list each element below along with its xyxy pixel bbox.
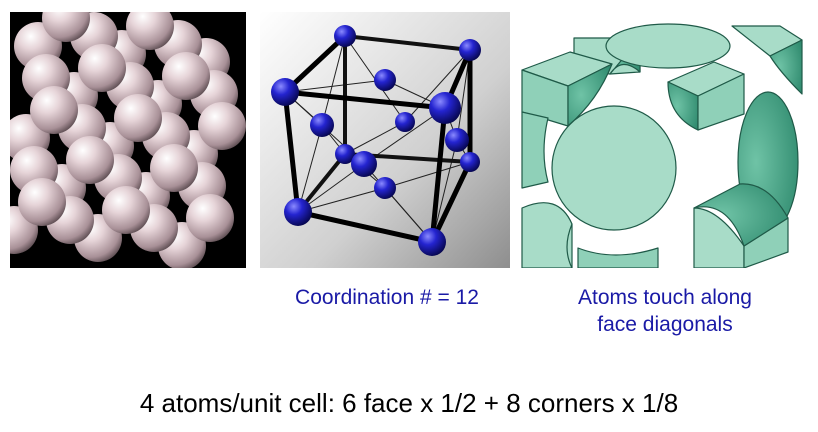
packed-sphere xyxy=(18,178,66,226)
cut-away-unit-cell-image xyxy=(518,12,810,268)
atoms-touch-caption: Atoms touch along face diagonals xyxy=(536,284,794,338)
fcc-lattice-cube-image xyxy=(260,12,510,268)
coordination-number-caption: Coordination # = 12 xyxy=(295,286,479,309)
lattice-atom xyxy=(374,69,396,91)
atoms-per-unit-cell-formula: 4 atoms/unit cell: 6 face x 1/2 + 8 corn… xyxy=(139,388,679,418)
lattice-atom xyxy=(429,92,461,124)
lattice-atom xyxy=(418,228,446,256)
packed-sphere xyxy=(30,86,78,134)
packed-sphere xyxy=(186,194,234,242)
packed-sphere xyxy=(42,12,90,42)
lattice-atom xyxy=(271,78,299,106)
packed-sphere xyxy=(162,52,210,100)
packed-sphere xyxy=(114,94,162,142)
packed-sphere xyxy=(150,144,198,192)
packed-sphere xyxy=(198,102,246,150)
lattice-atom xyxy=(460,152,480,172)
close-packed-spheres-image xyxy=(10,12,246,268)
lattice-atom xyxy=(310,113,334,137)
lattice-atom xyxy=(284,198,312,226)
lattice-atom xyxy=(351,151,377,177)
lattice-atom xyxy=(445,128,469,152)
packed-sphere xyxy=(78,44,126,92)
lattice-atom xyxy=(459,39,481,61)
lattice-atom xyxy=(374,177,396,199)
lattice-atom xyxy=(334,25,356,47)
packed-sphere xyxy=(66,136,114,184)
packed-sphere xyxy=(102,186,150,234)
lattice-atom xyxy=(395,112,415,132)
atoms-touch-caption-line-2: face diagonals xyxy=(597,313,733,336)
lattice-atom xyxy=(335,144,355,164)
packed-sphere xyxy=(126,12,174,50)
atoms-touch-caption-line-1: Atoms touch along xyxy=(578,286,752,309)
